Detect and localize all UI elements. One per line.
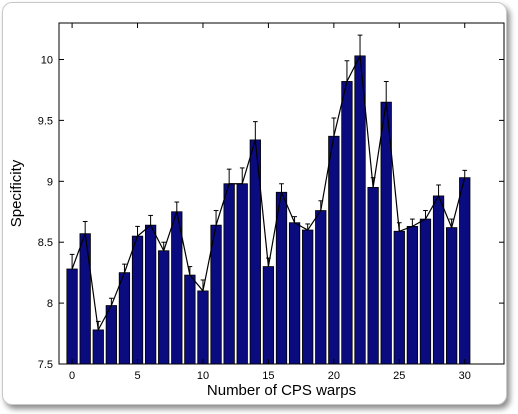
- bar-7: [158, 250, 170, 365]
- axes-layer: 0 5 10 15 20 25 30 7.5 8 8.5 9 9.5 10: [38, 23, 504, 382]
- x-axis-label: Number of CPS warps: [207, 382, 356, 399]
- error-bar-0: [69, 253, 75, 270]
- trend-line: [71, 53, 466, 332]
- bar-3: [105, 305, 117, 365]
- bar-13: [236, 183, 248, 365]
- error-bar-6: [148, 214, 153, 226]
- error-bar-13: [239, 167, 245, 184]
- bar-9: [184, 274, 196, 365]
- error-bar-20: [331, 117, 337, 137]
- y-tick-label-7.5: 7.5: [38, 359, 53, 371]
- y-tick-label-10: 10: [41, 55, 53, 67]
- bar-27: [419, 218, 432, 365]
- error-bar-26: [410, 218, 415, 227]
- error-bar-24: [383, 80, 389, 103]
- x-tick-label-20: 20: [328, 370, 340, 382]
- bar-15: [262, 266, 275, 365]
- x-tick-label-5: 5: [134, 370, 140, 382]
- bars-layer: [66, 55, 471, 365]
- error-bar-22: [357, 34, 363, 56]
- x-tick-label-15: 15: [262, 370, 274, 382]
- error-bar-11: [213, 210, 219, 226]
- error-bar-27: [423, 210, 428, 220]
- bar-10: [197, 290, 209, 365]
- x-tick-label-25: 25: [393, 370, 405, 382]
- bar-28: [432, 195, 445, 365]
- bar-17: [288, 222, 301, 365]
- x-tick-label-0: 0: [69, 370, 75, 382]
- bar-26: [406, 225, 419, 365]
- bar-19: [315, 210, 327, 365]
- bar-1: [79, 233, 91, 365]
- error-bar-21: [344, 60, 350, 82]
- bar-23: [367, 187, 379, 365]
- bar-20: [328, 135, 340, 365]
- y-tick-label-9.5: 9.5: [38, 115, 53, 127]
- x-tick-label-30: 30: [459, 370, 471, 382]
- bar-18: [302, 229, 314, 365]
- error-bar-1: [82, 221, 88, 234]
- bar-30: [459, 177, 471, 365]
- bar-5: [131, 235, 144, 365]
- plot-area-border: [58, 22, 505, 365]
- bar-2: [92, 329, 104, 365]
- bar-29: [446, 227, 458, 365]
- chart-frame: 0 5 10 15 20 25 30 7.5 8 8.5 9 9.5 10 Number of CPS …: [2, 2, 507, 405]
- bar-22: [354, 55, 366, 365]
- y-axis-label: Specificity: [8, 159, 25, 227]
- bar-chart: 0 5 10 15 20 25 30 7.5 8 8.5 9 9.5 10 Number of CPS …: [8, 22, 505, 399]
- bar-21: [341, 81, 353, 365]
- bar-8: [171, 211, 183, 365]
- error-bar-5: [135, 225, 140, 237]
- y-tick-label-9: 9: [47, 176, 53, 188]
- error-bar-30: [462, 169, 468, 178]
- y-tick-label-8.5: 8.5: [38, 237, 53, 249]
- bar-6: [144, 224, 157, 365]
- bar-0: [66, 268, 78, 365]
- bar-16: [275, 191, 288, 365]
- y-tick-label-8: 8: [47, 298, 53, 310]
- error-bar-14: [252, 121, 258, 140]
- bar-25: [393, 230, 405, 365]
- bar-4: [118, 272, 131, 365]
- x-tick-label-10: 10: [197, 370, 209, 382]
- error-bar-12: [226, 168, 232, 184]
- trend-line-layer: [71, 53, 466, 332]
- bar-12: [223, 183, 235, 365]
- error-bar-28: [436, 184, 441, 196]
